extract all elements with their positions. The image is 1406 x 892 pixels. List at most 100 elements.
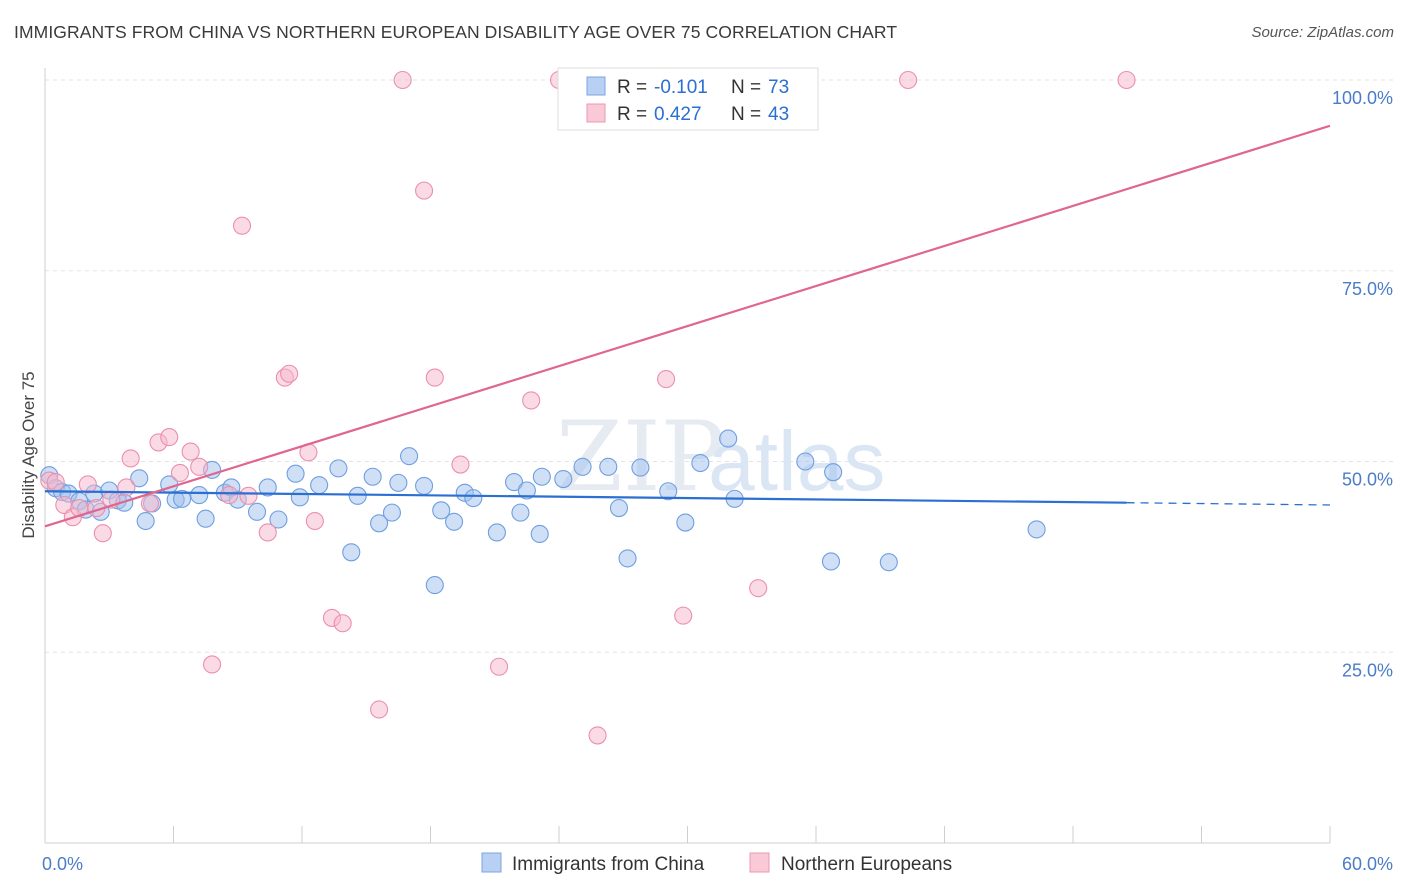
point-0-55	[659, 482, 678, 501]
y-tick-labels: 25.0% 50.0% 75.0% 100.0%	[1332, 88, 1393, 680]
point-0-52	[609, 498, 629, 518]
trend-line-1	[44, 124, 1331, 528]
point-1-20	[239, 486, 258, 505]
point-1-23	[280, 364, 299, 383]
point-0-58	[719, 429, 738, 448]
trend-lines	[44, 124, 1331, 528]
point-1-21	[258, 523, 277, 542]
point-1-41	[899, 70, 918, 90]
point-0-49	[554, 469, 573, 489]
point-1-28	[370, 700, 389, 719]
point-1-39	[674, 606, 693, 625]
trend-line-0	[44, 490, 1127, 504]
point-1-14	[170, 463, 189, 482]
point-0-11	[130, 469, 149, 488]
point-1-18	[220, 486, 239, 505]
point-0-40	[445, 512, 464, 531]
point-1-7	[93, 524, 112, 543]
x-tick-label-1: 60.0%	[1342, 854, 1393, 874]
point-0-45	[511, 503, 530, 522]
series-northern-europeans-points	[40, 70, 1136, 745]
point-0-26	[286, 464, 305, 483]
point-1-5	[78, 475, 97, 494]
point-0-64	[1027, 520, 1046, 539]
legend-r-label-china: R =	[617, 77, 647, 98]
point-0-38	[425, 576, 444, 595]
legend-n-value-northern: 43	[768, 104, 789, 125]
point-1-25	[305, 511, 324, 531]
point-1-10	[121, 449, 140, 468]
x-tick-labels: 0.0% 60.0%	[42, 854, 1393, 874]
point-0-44	[504, 473, 524, 492]
point-0-43	[487, 523, 506, 542]
point-0-12	[136, 511, 155, 531]
point-1-11	[140, 494, 159, 513]
bottom-legend: Immigrants from China Northern Europeans	[481, 852, 952, 875]
point-0-50	[573, 457, 592, 476]
point-0-35	[389, 473, 408, 492]
grid-lines	[45, 79, 1395, 653]
point-0-28	[310, 476, 329, 495]
legend-n-value-china: 73	[768, 77, 789, 98]
point-0-60	[796, 452, 815, 471]
point-1-29	[393, 70, 412, 90]
point-1-17	[203, 655, 222, 674]
point-1-40	[749, 579, 768, 598]
point-0-42	[464, 489, 483, 508]
point-1-34	[522, 391, 541, 410]
point-1-36	[588, 726, 607, 745]
top-legend: R = -0.101 N = 73 R = 0.427 N = 43	[557, 67, 819, 131]
point-1-38	[657, 370, 676, 389]
point-0-62	[824, 463, 843, 482]
bottom-legend-swatch-china	[481, 852, 502, 873]
point-0-33	[370, 514, 389, 533]
point-1-19	[232, 216, 252, 235]
point-0-51	[599, 457, 618, 476]
point-1-15	[181, 442, 200, 461]
y-axis-label: Disability Age Over 75	[19, 371, 38, 538]
point-0-23	[247, 502, 267, 521]
chart-title: IMMIGRANTS FROM CHINA VS NORTHERN EUROPE…	[14, 22, 898, 42]
legend-r-value-northern: 0.427	[654, 104, 702, 125]
point-0-24	[258, 478, 277, 497]
bottom-legend-swatch-northern	[749, 852, 770, 873]
point-1-32	[451, 455, 470, 474]
point-0-57	[691, 453, 710, 473]
legend-r-label-northern: R =	[617, 104, 647, 125]
point-0-47	[532, 467, 551, 486]
point-0-61	[821, 552, 841, 571]
y-tick-label-3: 100.0%	[1332, 88, 1393, 108]
legend-n-label-china: N =	[731, 77, 761, 98]
point-0-31	[348, 486, 367, 505]
point-0-25	[269, 510, 288, 529]
y-tick-label-2: 75.0%	[1342, 279, 1393, 299]
point-1-31	[425, 368, 444, 387]
legend-r-value-china: -0.101	[654, 77, 708, 98]
point-1-1	[46, 473, 65, 492]
point-1-42	[1117, 70, 1136, 90]
point-1-13	[160, 428, 179, 447]
y-tick-label-1: 50.0%	[1342, 470, 1393, 490]
point-0-18	[196, 509, 215, 528]
point-0-36	[400, 447, 419, 466]
legend-n-label-northern: N =	[731, 104, 761, 125]
point-0-27	[290, 488, 309, 507]
point-0-17	[190, 486, 209, 505]
point-1-33	[489, 657, 509, 676]
point-0-63	[879, 553, 898, 572]
point-0-46	[517, 481, 536, 500]
axes	[44, 68, 1331, 844]
point-0-32	[363, 467, 382, 486]
bottom-legend-label-northern: Northern Europeans	[781, 854, 952, 875]
point-0-48	[530, 524, 549, 544]
point-0-37	[415, 476, 434, 495]
point-0-16	[173, 489, 192, 508]
point-1-9	[117, 478, 136, 497]
point-1-30	[415, 181, 434, 200]
point-0-30	[342, 543, 361, 562]
bottom-legend-label-china: Immigrants from China	[512, 854, 705, 875]
point-0-39	[432, 501, 451, 520]
point-1-27	[333, 614, 352, 633]
legend-swatch-china	[586, 76, 606, 96]
